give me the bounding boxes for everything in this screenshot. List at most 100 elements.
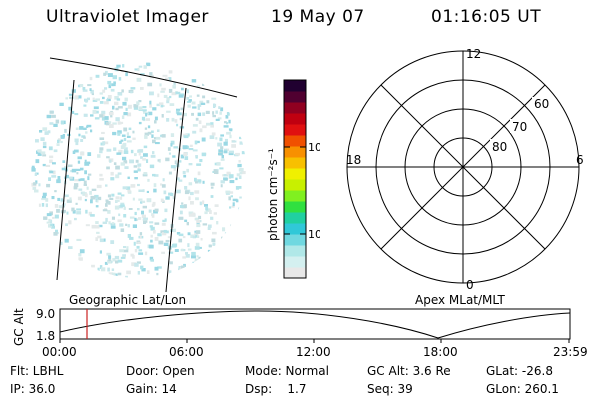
image-speckle: [217, 142, 222, 147]
image-speckle: [241, 151, 246, 155]
image-speckle: [51, 175, 57, 178]
image-speckle: [170, 193, 174, 197]
image-speckle: [113, 81, 116, 85]
image-speckle: [114, 101, 119, 106]
image-speckle: [186, 168, 189, 173]
image-speckle: [235, 152, 240, 156]
image-speckle: [155, 136, 161, 140]
image-speckle: [106, 166, 110, 170]
colorbar-label: photon cm⁻²s⁻¹: [266, 148, 280, 241]
image-speckle: [76, 211, 82, 215]
image-speckle: [143, 145, 148, 149]
image-speckle: [120, 145, 126, 149]
image-speckle: [122, 64, 125, 68]
image-speckle: [105, 217, 108, 222]
image-speckle: [210, 216, 214, 220]
colorbar-cell: [284, 124, 306, 136]
image-speckle: [191, 112, 194, 116]
image-speckle: [142, 205, 147, 209]
image-speckle: [91, 264, 95, 268]
image-speckle: [109, 124, 114, 128]
image-speckle: [192, 149, 198, 152]
image-speckle: [64, 238, 69, 243]
image-speckle: [147, 111, 153, 116]
image-speckle: [149, 256, 154, 261]
image-speckle: [170, 133, 175, 137]
image-speckle: [145, 113, 148, 117]
image-speckle: [78, 188, 83, 191]
image-speckle: [87, 84, 92, 87]
image-speckle: [38, 203, 41, 207]
image-speckle: [197, 106, 200, 110]
image-speckle: [65, 174, 69, 179]
image-speckle: [74, 149, 79, 153]
info-mode: Mode: Normal: [245, 364, 329, 378]
image-speckle: [238, 160, 241, 163]
image-speckle: [84, 161, 90, 166]
image-speckle: [149, 91, 154, 96]
polar-mlt-0: 0: [466, 278, 474, 292]
image-speckle: [137, 241, 142, 244]
image-speckle: [154, 120, 157, 124]
image-speckle: [86, 124, 92, 128]
image-speckle: [90, 114, 94, 117]
image-speckle: [108, 202, 111, 205]
image-speckle: [105, 203, 108, 207]
image-speckle: [34, 189, 39, 193]
image-speckle: [117, 106, 123, 109]
image-speckle: [143, 65, 147, 69]
image-speckle: [106, 156, 110, 159]
image-speckle: [173, 167, 177, 171]
image-speckle: [89, 76, 93, 81]
image-speckle: [119, 121, 124, 124]
image-speckle: [157, 266, 162, 269]
image-speckle: [220, 158, 225, 161]
image-speckle: [157, 93, 160, 98]
altitude-ylabel: GC Alt: [12, 308, 26, 346]
image-speckle: [172, 243, 178, 247]
geo-lon-line-left: [56, 79, 75, 281]
image-speckle: [100, 267, 106, 272]
image-speckle: [127, 104, 132, 109]
image-speckle: [227, 172, 231, 176]
image-speckle: [119, 196, 123, 200]
image-speckle: [205, 208, 211, 212]
image-speckle: [60, 198, 63, 202]
image-speckle: [181, 202, 184, 205]
image-speckle: [180, 107, 184, 111]
image-speckle: [125, 275, 128, 278]
image-speckle: [160, 104, 164, 108]
polar-mlt-6: 6: [576, 153, 584, 167]
image-speckle: [127, 176, 130, 179]
image-speckle: [127, 224, 130, 228]
image-speckle: [191, 255, 196, 259]
image-speckle: [216, 162, 221, 166]
image-speckle: [216, 168, 219, 171]
image-speckle: [191, 101, 196, 105]
image-speckle: [139, 235, 142, 239]
image-speckle: [64, 194, 69, 198]
image-speckle: [53, 149, 58, 153]
image-speckle: [75, 127, 79, 130]
image-speckle: [213, 169, 217, 173]
image-speckle: [84, 159, 87, 163]
image-speckle: [181, 248, 184, 251]
image-speckle: [199, 246, 202, 249]
date-label: 19 May 07: [271, 7, 365, 27]
colorbar-tick-100: 100: [308, 141, 320, 154]
image-speckle: [90, 89, 94, 94]
image-speckle: [153, 188, 157, 193]
image-speckle: [229, 129, 233, 132]
image-speckle: [82, 192, 87, 196]
image-speckle: [72, 150, 76, 154]
image-speckle: [111, 272, 116, 276]
image-speckle: [91, 224, 97, 229]
image-speckle: [95, 237, 98, 241]
image-speckle: [104, 87, 108, 90]
image-speckle: [132, 137, 136, 140]
image-speckle: [120, 204, 125, 207]
image-speckle: [108, 255, 112, 259]
image-speckle: [52, 162, 56, 165]
image-speckle: [150, 234, 153, 238]
